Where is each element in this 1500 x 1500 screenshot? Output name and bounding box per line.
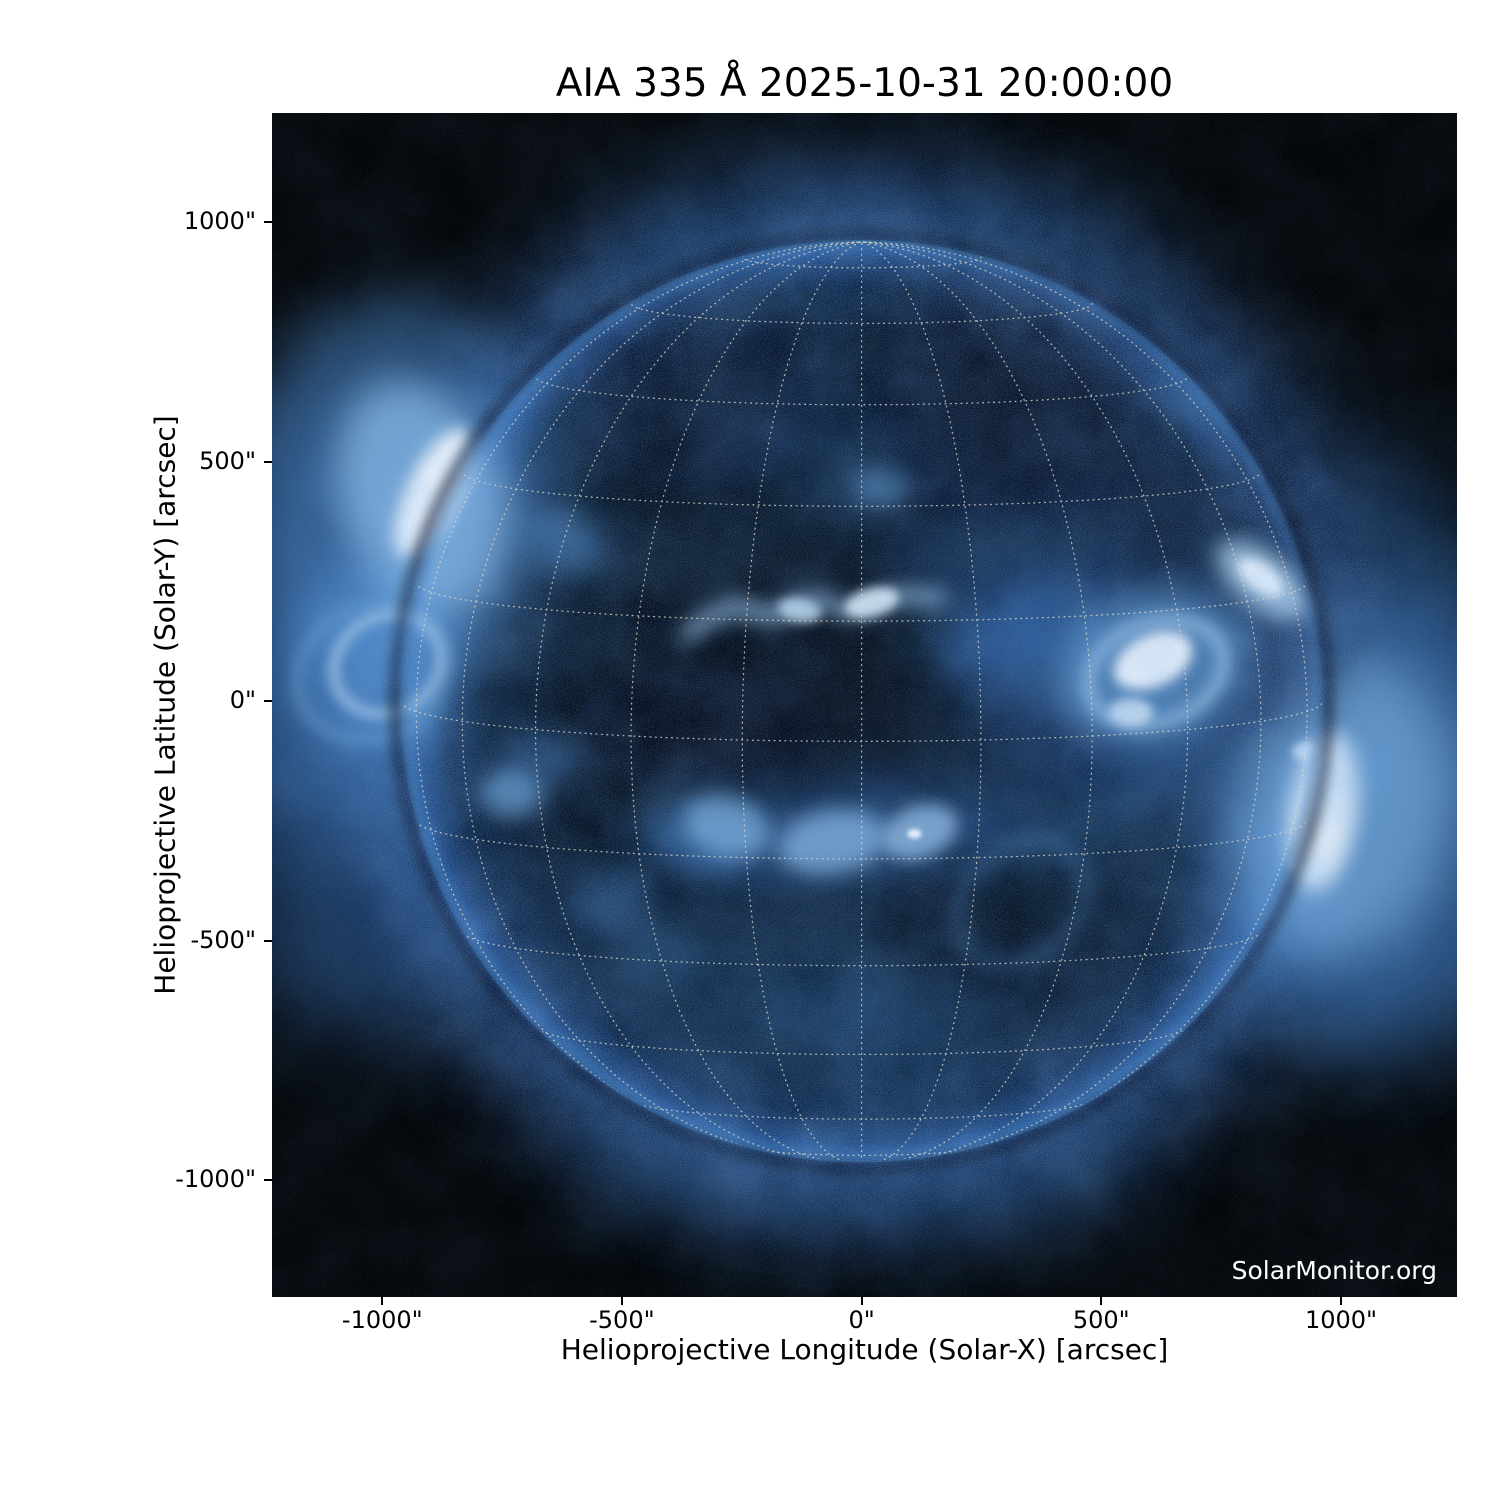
y-tick-label: -1000" [175, 1165, 256, 1194]
x-tick [381, 1297, 384, 1305]
y-tick-label: -500" [190, 925, 256, 954]
y-tick-label: 1000" [183, 207, 256, 236]
y-tick [264, 1179, 272, 1182]
x-tick-label: 500" [1072, 1306, 1130, 1334]
y-tick-label: 500" [199, 446, 256, 475]
x-tick-label: 1000" [1304, 1306, 1378, 1334]
y-tick [264, 221, 272, 224]
x-tick-label: 0" [848, 1306, 875, 1334]
x-tick-label: -500" [589, 1306, 655, 1334]
x-tick [620, 1297, 623, 1305]
plot-area: SolarMonitor.org [272, 113, 1457, 1297]
y-tick-label: 0" [229, 686, 256, 715]
solar-disk-image [272, 113, 1457, 1297]
image-noise [272, 113, 1457, 1297]
figure-title: AIA 335 Å 2025-10-31 20:00:00 [555, 61, 1174, 106]
x-tick [1340, 1297, 1342, 1305]
y-tick [264, 460, 272, 463]
heliographic-grid [402, 241, 1322, 1161]
y-tick [264, 939, 272, 942]
x-tick-label: -1000" [341, 1306, 423, 1334]
x-tick [1100, 1297, 1103, 1305]
y-tick [264, 700, 272, 703]
x-axis-label: Helioprojective Longitude (Solar-X) [arc… [560, 1333, 1169, 1366]
x-tick [860, 1297, 863, 1305]
watermark: SolarMonitor.org [1231, 1256, 1437, 1285]
